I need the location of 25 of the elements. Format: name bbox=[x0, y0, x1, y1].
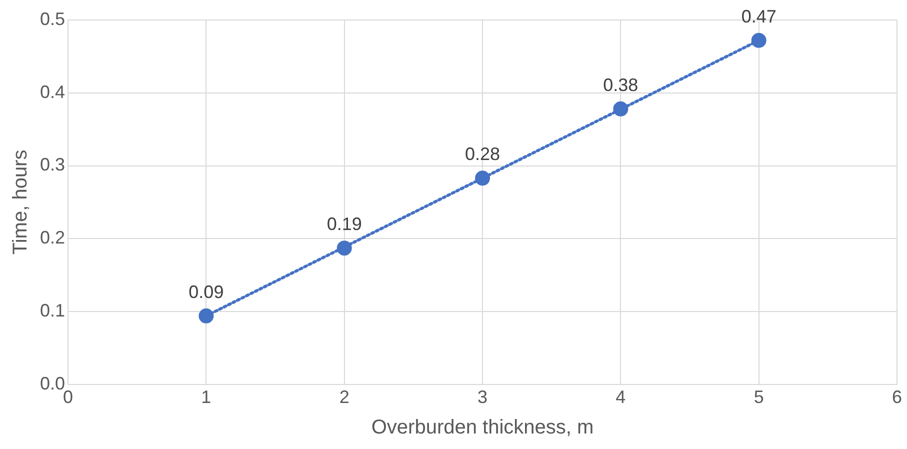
y-tick-label: 0.0 bbox=[40, 373, 66, 394]
x-tick-label: 3 bbox=[478, 387, 488, 408]
y-axis-title: Time, hours bbox=[10, 150, 32, 255]
y-tick-label: 0.1 bbox=[40, 300, 66, 320]
data-label: 0.47 bbox=[741, 6, 776, 26]
x-tick-label: 2 bbox=[339, 387, 350, 408]
y-tick-label: 0.2 bbox=[40, 228, 66, 248]
point bbox=[751, 32, 766, 48]
point bbox=[475, 170, 490, 186]
point bbox=[198, 308, 214, 324]
y-tick-label: 0.5 bbox=[40, 8, 66, 29]
point bbox=[336, 240, 352, 256]
data-label: 0.19 bbox=[326, 214, 362, 234]
x-tick-label: 4 bbox=[616, 387, 626, 408]
x-tick-label: 1 bbox=[201, 387, 212, 408]
y-tick-label: 0.3 bbox=[40, 154, 66, 175]
point bbox=[613, 101, 628, 116]
data-label: 0.28 bbox=[464, 144, 500, 164]
data-label: 0.09 bbox=[188, 282, 224, 302]
data-label: 0.38 bbox=[603, 74, 638, 95]
x-tick-label: 6 bbox=[892, 387, 902, 408]
y-tick-label: 0.4 bbox=[40, 82, 66, 102]
x-axis-title: Overburden thickness, m bbox=[371, 416, 594, 439]
x-tick-label: 0 bbox=[63, 387, 74, 408]
x-tick-label: 5 bbox=[754, 387, 764, 408]
